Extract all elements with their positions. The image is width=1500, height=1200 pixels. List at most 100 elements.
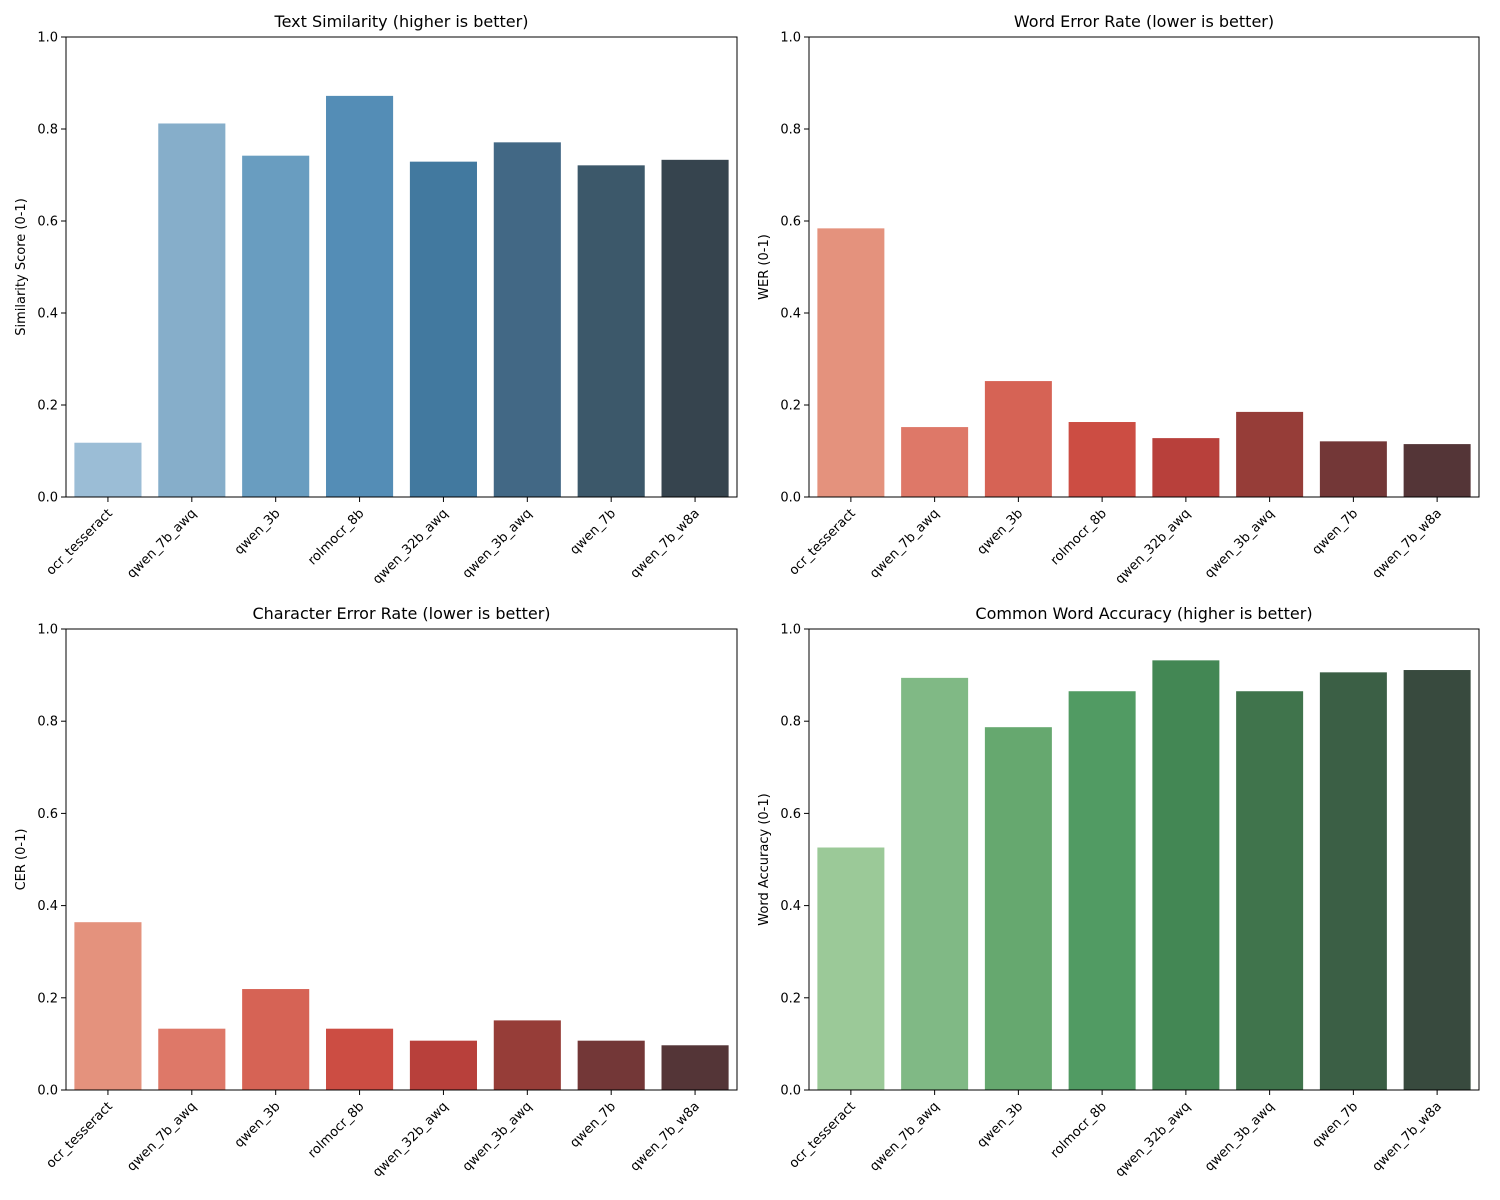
chart-title: Word Error Rate (lower is better) <box>1014 12 1274 31</box>
x-tick-label: qwen_3b_awq <box>1202 506 1277 581</box>
x-tick-label: ocr_tesseract <box>44 1099 116 1171</box>
y-tick-label: 0.6 <box>37 215 58 230</box>
bar-qwen_7b_w8a <box>1403 670 1471 1090</box>
x-tick-label: ocr_tesseract <box>786 506 858 578</box>
x-tick-label: qwen_3b <box>232 1099 284 1151</box>
y-tick-label: 0.8 <box>37 715 58 730</box>
x-tick-label: qwen_7b_awq <box>124 506 199 581</box>
bar-qwen_32b_awq <box>1152 438 1220 497</box>
x-tick-label: qwen_7b_awq <box>867 1099 942 1174</box>
bar-rolmocr_8b <box>326 1028 394 1090</box>
x-tick-label: ocr_tesseract <box>786 1099 858 1171</box>
y-tick-label: 0.4 <box>37 307 58 322</box>
bar-qwen_7b <box>1319 672 1387 1090</box>
y-tick-label: 0.2 <box>780 991 801 1006</box>
bar-qwen_3b <box>984 381 1052 497</box>
bar-qwen_3b_awq <box>1236 411 1304 497</box>
y-tick-label: 0.6 <box>780 807 801 822</box>
y-tick-label: 0.4 <box>780 899 801 914</box>
y-tick-label: 0.8 <box>37 123 58 138</box>
bar-qwen_3b_awq <box>493 1020 561 1090</box>
y-tick-label: 0.0 <box>780 491 801 506</box>
y-tick-label: 0.6 <box>780 215 801 230</box>
plot-frame <box>65 628 738 1091</box>
x-tick-label: qwen_7b <box>1309 506 1361 558</box>
bar-rolmocr_8b <box>1068 691 1136 1090</box>
y-axis-label: WER (0-1) <box>757 234 772 300</box>
plot-frame <box>65 36 738 498</box>
y-tick-label: 1.0 <box>780 31 801 46</box>
x-tick-label: qwen_3b <box>974 1099 1026 1151</box>
chart-title: Common Word Accuracy (higher is better) <box>975 604 1312 623</box>
y-axis-label: Similarity Score (0-1) <box>14 198 29 336</box>
chart-title: Character Error Rate (lower is better) <box>252 604 550 623</box>
y-tick-label: 0.0 <box>37 491 58 506</box>
x-tick-label: qwen_7b <box>567 506 619 558</box>
bar-qwen_3b <box>242 155 310 497</box>
x-tick-label: rolmocr_8b <box>305 506 367 568</box>
bar-qwen_32b_awq <box>409 161 477 497</box>
bar-ocr_tesseract <box>817 847 885 1090</box>
y-tick-label: 0.8 <box>780 123 801 138</box>
y-tick-label: 0.4 <box>780 307 801 322</box>
x-tick-label: qwen_7b_w8a <box>628 506 703 581</box>
x-tick-label: qwen_3b <box>974 506 1026 558</box>
y-axis-label: CER (0-1) <box>14 829 29 891</box>
bar-qwen_7b_w8a <box>661 1045 729 1090</box>
y-tick-label: 0.4 <box>37 899 58 914</box>
bar-ocr_tesseract <box>74 922 142 1090</box>
y-tick-label: 1.0 <box>37 31 58 46</box>
y-tick-label: 0.6 <box>37 807 58 822</box>
bar-qwen_3b_awq <box>1236 691 1304 1090</box>
x-tick-label: qwen_3b_awq <box>460 506 535 581</box>
y-tick-label: 0.2 <box>780 399 801 414</box>
chart-panel-2: 0.0 0.2 0.4 0.6 0.8 1.0 ocr_tesseract qwen_7b_a… <box>757 12 1480 587</box>
x-tick-label: qwen_3b <box>232 506 284 558</box>
x-tick-label: qwen_7b_awq <box>124 1099 199 1174</box>
bar-ocr_tesseract <box>817 228 885 498</box>
bar-qwen_7b <box>577 165 645 497</box>
bar-qwen_7b <box>1319 441 1387 497</box>
bar-ocr_tesseract <box>74 442 142 497</box>
bar-qwen_7b_w8a <box>1403 444 1471 497</box>
bar-qwen_3b_awq <box>493 142 561 497</box>
plot-frame <box>808 36 1480 498</box>
x-tick-label: qwen_7b_w8a <box>1370 506 1445 581</box>
chart-panel-1: 0.0 0.2 0.4 0.6 0.8 1.0 ocr_tesseract qwen_7b_a… <box>14 12 738 587</box>
bar-qwen_7b_awq <box>901 677 969 1090</box>
x-tick-label: rolmocr_8b <box>1048 506 1110 568</box>
x-tick-label: qwen_32b_awq <box>370 1099 451 1180</box>
y-tick-label: 0.0 <box>780 1084 801 1099</box>
x-tick-label: qwen_3b_awq <box>460 1099 535 1174</box>
plot-frame <box>808 628 1480 1091</box>
x-tick-label: qwen_7b_awq <box>867 506 942 581</box>
bar-qwen_3b <box>984 727 1052 1090</box>
x-tick-label: qwen_3b_awq <box>1202 1099 1277 1174</box>
bar-qwen_32b_awq <box>409 1040 477 1090</box>
chart-title: Text Similarity (higher is better) <box>274 12 529 31</box>
bar-qwen_32b_awq <box>1152 660 1220 1090</box>
chart-panel-3: 0.0 0.2 0.4 0.6 0.8 1.0 ocr_tesseract qwen_7b_a… <box>14 604 738 1180</box>
x-tick-label: rolmocr_8b <box>305 1099 367 1161</box>
bar-rolmocr_8b <box>326 95 394 497</box>
x-tick-label: qwen_32b_awq <box>370 506 451 587</box>
y-tick-label: 0.2 <box>37 991 58 1006</box>
x-tick-label: ocr_tesseract <box>44 506 116 578</box>
x-tick-label: rolmocr_8b <box>1048 1099 1110 1161</box>
y-tick-label: 0.8 <box>780 715 801 730</box>
x-tick-label: qwen_7b_w8a <box>628 1099 703 1174</box>
x-tick-label: qwen_7b <box>567 1099 619 1151</box>
bar-qwen_7b_awq <box>901 427 969 497</box>
y-tick-label: 1.0 <box>780 623 801 638</box>
bar-qwen_3b <box>242 989 310 1090</box>
y-axis-label: Word Accuracy (0-1) <box>757 793 772 925</box>
bar-qwen_7b_awq <box>158 1028 226 1090</box>
y-tick-label: 0.2 <box>37 399 58 414</box>
x-tick-label: qwen_7b_w8a <box>1370 1099 1445 1174</box>
x-tick-label: qwen_32b_awq <box>1113 1099 1194 1180</box>
bar-qwen_7b_w8a <box>661 159 729 497</box>
bar-qwen_7b <box>577 1040 645 1090</box>
y-tick-label: 1.0 <box>37 623 58 638</box>
bar-rolmocr_8b <box>1068 422 1136 497</box>
